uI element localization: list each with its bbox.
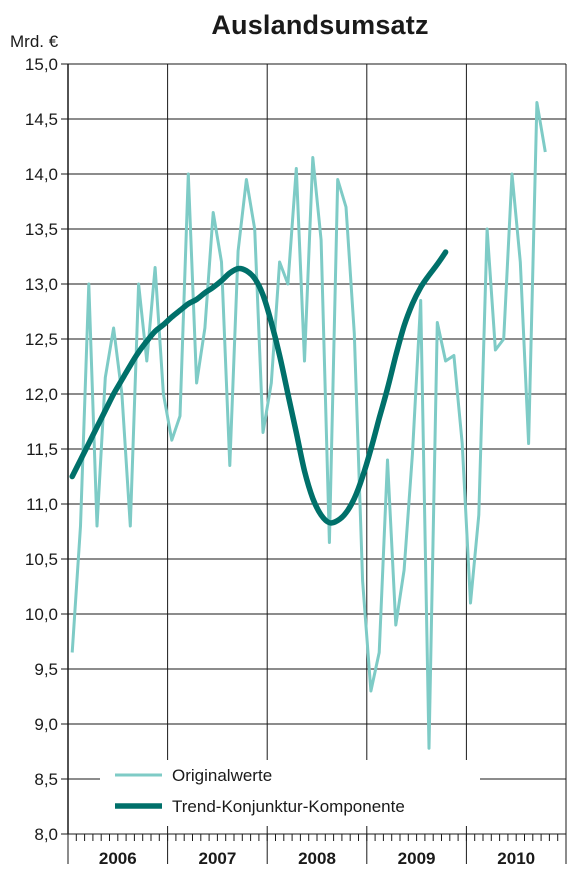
legend-box bbox=[100, 760, 480, 826]
series-originalwerte bbox=[70, 101, 547, 750]
grid-lines bbox=[67, 63, 567, 864]
y-tick-label: 10,0 bbox=[25, 605, 58, 624]
legend-label-originalwerte: Originalwerte bbox=[172, 766, 272, 785]
y-tick-label: 8,0 bbox=[34, 825, 58, 844]
y-tick-label: 12,0 bbox=[25, 385, 58, 404]
x-tick-marks bbox=[67, 834, 567, 841]
y-tick-label: 9,0 bbox=[34, 715, 58, 734]
year-label: 2007 bbox=[198, 849, 236, 868]
y-tick-label: 14,5 bbox=[25, 110, 58, 129]
legend: Originalwerte Trend-Konjunktur-Komponente bbox=[100, 760, 480, 826]
y-tick-label: 9,5 bbox=[34, 660, 58, 679]
y-tick-label: 13,5 bbox=[25, 220, 58, 239]
y-tick-label: 14,0 bbox=[25, 165, 58, 184]
year-label: 2010 bbox=[497, 849, 535, 868]
series-lines bbox=[69, 101, 547, 750]
chart-title: Auslandsumsatz bbox=[211, 10, 429, 40]
y-tick-label: 10,5 bbox=[25, 550, 58, 569]
year-label: 2006 bbox=[99, 849, 137, 868]
y-axis-unit-label: Mrd. € bbox=[10, 32, 59, 51]
year-labels: 2006 2007 2008 2009 2010 bbox=[99, 849, 535, 868]
axes bbox=[61, 63, 69, 835]
y-tick-label: 11,5 bbox=[26, 440, 58, 459]
year-label: 2008 bbox=[298, 849, 336, 868]
y-tick-label: 11,0 bbox=[26, 495, 58, 514]
y-tick-labels: 15,0 14,5 14,0 13,5 13,0 12,5 12,0 11,5 11,0 10,5… bbox=[25, 55, 58, 844]
series-trend-konjunktur-komponente bbox=[69, 249, 449, 526]
year-label: 2009 bbox=[398, 849, 436, 868]
y-tick-label: 13,0 bbox=[25, 275, 58, 294]
y-tick-label: 15,0 bbox=[25, 55, 58, 74]
y-tick-label: 8,5 bbox=[34, 770, 58, 789]
legend-label-trend: Trend-Konjunktur-Komponente bbox=[172, 797, 405, 816]
y-tick-label: 12,5 bbox=[25, 330, 58, 349]
